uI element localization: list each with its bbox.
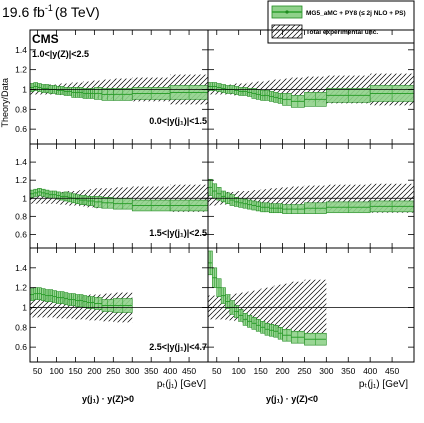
y-tick-label: 0.8 [15,211,27,221]
y-tick-label: 0.6 [15,124,27,134]
panel-1-content [208,73,414,108]
panel-3-content [208,178,414,214]
x-tick-label: 450 [182,366,196,376]
x-tick-label: 50 [212,366,222,376]
row-label-1: 1.5<|y(j₁)|<2.5 [149,228,207,238]
lumi-exponent: -1 [45,3,53,13]
x-tick-label: 150 [254,366,268,376]
panel-5-content [208,250,414,346]
x-tick-label: 150 [68,366,82,376]
legend-unc-swatch [271,24,303,39]
legend: MG5_aMC + PY8 (≤ 2j NLO + PS) Total expe… [267,0,415,44]
x-tick-label: 450 [385,366,399,376]
y-tick-label: 1.2 [15,65,27,75]
panel-4-content [30,287,208,323]
x-tick-label: 50 [33,366,43,376]
lumi-suffix: (8 TeV) [55,4,100,20]
y-tick-label: 1.4 [15,157,27,167]
panels: 0.6 0.8 1 1.2 1.4 0.6 0.8 1 1.2 1.4 0.6 0.8 1 1.2 1.4 5… [15,29,415,376]
row-label-2: 2.5<|y(j₁)|<4.7 [149,342,207,352]
x-tick-label: 400 [363,366,377,376]
lumi-prefix: 19.6 fb [2,4,45,20]
selection-label: 1.0<|y(Z)|<2.5 [32,49,89,59]
y-tick-label: 1 [22,84,27,94]
luminosity-label: 19.6 fb-1 (8 TeV) [2,3,100,20]
row-label-0: 0.0<|y(j₁)|<1.5 [149,116,207,126]
x-tick-label: 100 [49,366,63,376]
x-tick-label: 250 [106,366,120,376]
y-tick-label: 1.2 [15,175,27,185]
panel-0-content [30,74,208,105]
col-label-0: y(j₁) · y(Z)>0 [82,394,134,404]
x-tick-label: 350 [144,366,158,376]
x-tick-label: 400 [163,366,177,376]
x-tick-label: 250 [297,366,311,376]
x-tick-label: 300 [125,366,139,376]
y-axis-title: Theory/Data [0,78,10,128]
x-axis-title-left: pₜ(j₁) [GeV] [157,379,206,390]
x-tick-label: 200 [87,366,101,376]
col-label-1: y(j₁) · y(Z)<0 [266,394,318,404]
y-tick-label: 1.4 [15,45,27,55]
panel-2-content [30,184,208,212]
legend-unc-label: Total experimental unc. [306,29,378,36]
y-tick-label: 0.8 [15,322,27,332]
x-tick-label: 200 [275,366,289,376]
y-tick-label: 0.6 [15,229,27,239]
x-axis-title-right: pₜ(j₁) [GeV] [359,379,408,390]
panel-5-frame [207,247,415,363]
y-tick-label: 1 [22,193,27,203]
x-tick-label: 300 [319,366,333,376]
y-tick-label: 1.2 [15,283,27,293]
y-tick-label: 0.8 [15,104,27,114]
cms-label: CMS [32,32,59,46]
y-tick-label: 0.6 [15,342,27,352]
legend-theory-label: MG5_aMC + PY8 (≤ 2j NLO + PS) [306,10,406,17]
x-tick-label: 100 [232,366,246,376]
y-tick-label: 1 [22,302,27,312]
y-tick-label: 1.4 [15,263,27,273]
x-tick-label: 350 [341,366,355,376]
